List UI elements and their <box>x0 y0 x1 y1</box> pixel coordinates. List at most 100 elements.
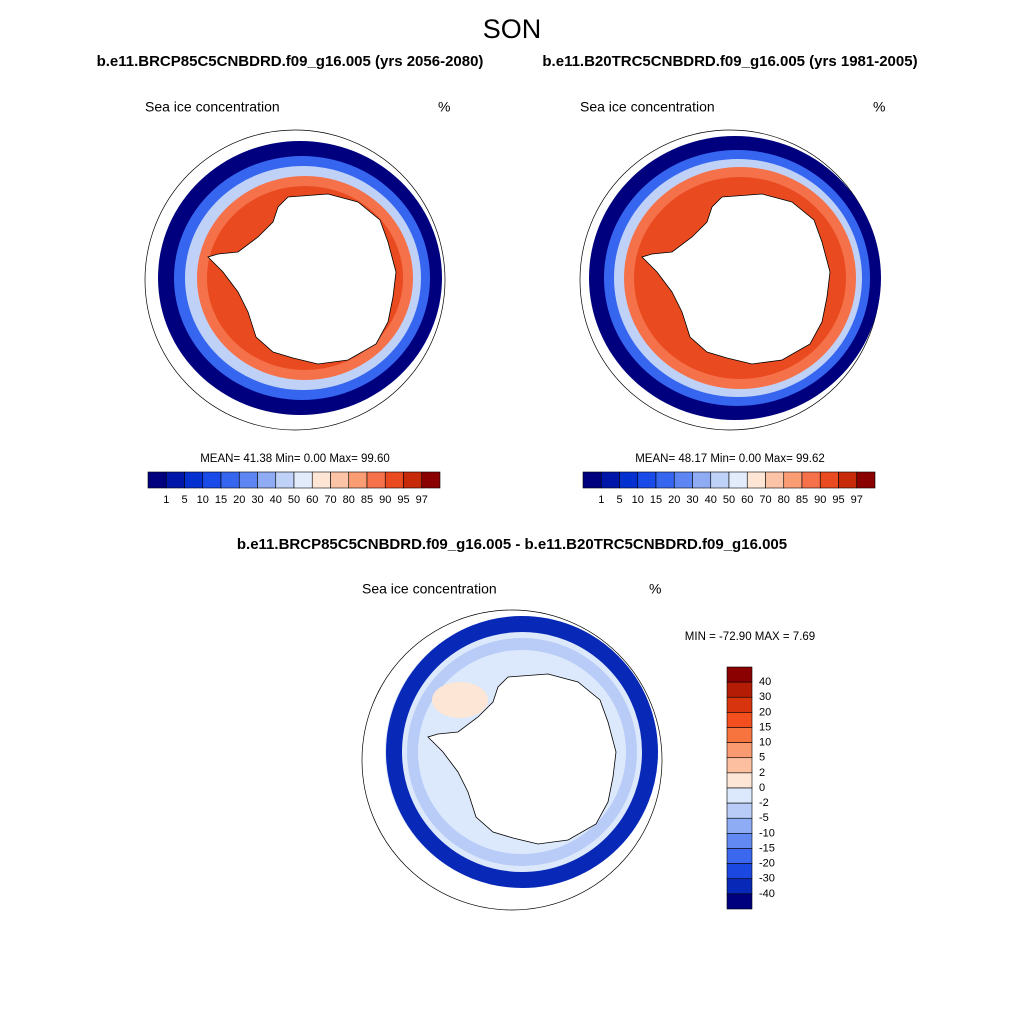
colorbar-label: 5 <box>616 494 622 506</box>
colorbar-swatch <box>819 471 839 489</box>
colorbar-label: 97 <box>851 494 863 506</box>
colorbar-swatch <box>838 471 858 489</box>
colorbar-swatch <box>783 471 803 489</box>
colorbar-swatch <box>202 471 222 489</box>
colorbar-label: 85 <box>796 494 808 506</box>
colorbar-swatch <box>421 471 441 489</box>
colorbar-label: 40 <box>270 494 282 506</box>
units-label: % <box>873 99 885 115</box>
variable-label: Sea ice concentration <box>145 99 280 115</box>
colorbar-label: 10 <box>632 494 644 506</box>
colorbar-label: 30 <box>686 494 698 506</box>
colorbar-swatch <box>257 471 277 489</box>
colorbar-label: 80 <box>778 494 790 506</box>
colorbar-swatch <box>655 471 675 489</box>
colorbar-label: 15 <box>759 721 771 733</box>
colorbar-label: 95 <box>397 494 409 506</box>
colorbar-swatch <box>348 471 368 489</box>
colorbar-swatch <box>746 471 766 489</box>
colorbar-swatch <box>726 848 753 864</box>
panel-title: b.e11.BRCP85C5CNBDRD.f09_g16.005 (yrs 20… <box>97 53 484 70</box>
map <box>361 609 663 911</box>
colorbar-label: 15 <box>650 494 662 506</box>
colorbar-swatch <box>726 802 753 819</box>
colorbar-label: 5 <box>759 752 765 764</box>
colorbar-label: -20 <box>759 858 775 870</box>
colorbar-swatch <box>726 817 753 834</box>
colorbar-swatch <box>856 471 876 489</box>
colorbar-label: 95 <box>832 494 844 506</box>
figure-title: SON <box>483 14 542 44</box>
stats: MEAN= 41.38 Min= 0.00 Max= 99.60 <box>200 453 390 465</box>
colorbar-swatch <box>726 696 753 713</box>
colorbar-swatch <box>726 757 753 774</box>
colorbar-swatch <box>293 471 313 489</box>
colorbar-label: 50 <box>288 494 300 506</box>
colorbar-swatch <box>726 893 753 910</box>
colorbar-swatch <box>726 878 753 895</box>
colorbar-swatch <box>726 666 753 683</box>
colorbar-swatch <box>165 471 185 489</box>
colorbar-swatch <box>726 681 753 698</box>
units-label: % <box>438 99 450 115</box>
colorbar-swatch <box>384 471 404 489</box>
colorbar-label: 2 <box>759 767 765 779</box>
colorbar-swatch <box>726 787 753 804</box>
colorbar-label: 10 <box>759 737 771 749</box>
panel-title: b.e11.BRCP85C5CNBDRD.f09_g16.005 - b.e11… <box>237 536 787 553</box>
colorbar-label: -10 <box>759 827 775 839</box>
map <box>144 129 446 431</box>
colorbar-swatch <box>726 727 753 743</box>
colorbar-label: 30 <box>251 494 263 506</box>
colorbar-swatch <box>220 471 240 489</box>
colorbar-swatch <box>184 471 204 489</box>
colorbar-label: 20 <box>668 494 680 506</box>
colorbar-swatch <box>582 471 602 489</box>
colorbar-swatch <box>330 471 350 489</box>
colorbar-label: 0 <box>759 782 765 794</box>
colorbar-label: 10 <box>197 494 209 506</box>
colorbar-label: 70 <box>759 494 771 506</box>
colorbar-label: 5 <box>181 494 187 506</box>
colorbar-label: 40 <box>759 676 771 688</box>
colorbar-label: 20 <box>759 706 771 718</box>
colorbar-swatch <box>619 471 639 489</box>
stats: MEAN= 48.17 Min= 0.00 Max= 99.62 <box>635 453 825 465</box>
colorbar-swatch <box>403 471 423 489</box>
colorbar-label: 85 <box>361 494 373 506</box>
variable-label: Sea ice concentration <box>580 99 715 115</box>
variable-label: Sea ice concentration <box>362 581 497 597</box>
colorbar-label: 60 <box>741 494 753 506</box>
colorbar-swatch <box>726 863 753 880</box>
colorbar-label: 15 <box>215 494 227 506</box>
colorbar-swatch <box>311 471 331 489</box>
colorbar-swatch <box>366 471 386 489</box>
colorbar-swatch <box>710 471 730 489</box>
colorbar-swatch <box>692 471 712 489</box>
colorbar-swatch <box>726 712 753 728</box>
colorbar-swatch <box>600 471 620 489</box>
colorbar-label: 60 <box>306 494 318 506</box>
colorbar-label: 30 <box>759 691 771 703</box>
stats: MIN = -72.90 MAX = 7.69 <box>685 631 815 643</box>
colorbar-label: -40 <box>759 888 775 900</box>
panel-title: b.e11.B20TRC5CNBDRD.f09_g16.005 (yrs 198… <box>542 53 917 70</box>
units-label: % <box>649 581 661 597</box>
colorbar-swatch <box>728 471 748 489</box>
colorbar-label: 50 <box>723 494 735 506</box>
colorbar-label: 1 <box>163 494 169 506</box>
colorbar-swatch <box>726 742 753 759</box>
colorbar-label: -15 <box>759 842 775 854</box>
colorbar-swatch <box>238 471 258 489</box>
colorbar-swatch <box>147 471 167 489</box>
colorbar-swatch <box>637 471 657 489</box>
colorbar-swatch <box>801 471 821 489</box>
colorbar-label: -2 <box>759 797 769 809</box>
colorbar-swatch <box>726 833 753 849</box>
colorbar-label: -5 <box>759 812 769 824</box>
colorbar-swatch <box>275 471 295 489</box>
colorbar-label: 80 <box>343 494 355 506</box>
colorbar-swatch <box>673 471 693 489</box>
colorbar-label: 90 <box>814 494 826 506</box>
